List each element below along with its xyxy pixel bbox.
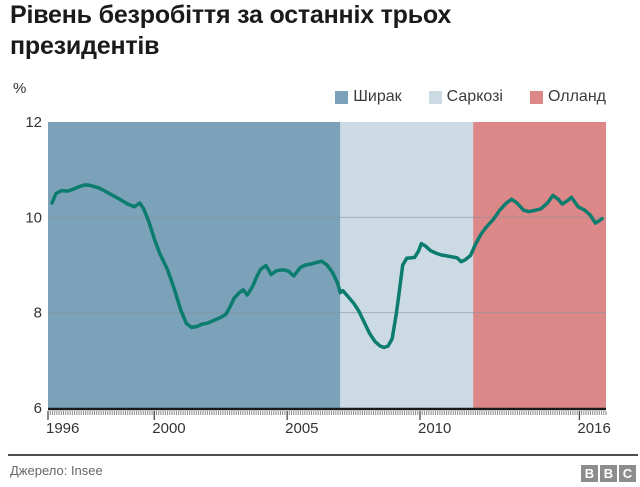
legend-swatch-sarkozy <box>428 90 442 104</box>
legend-label-sarkozy: Саркозі <box>446 88 503 105</box>
legend-item-chirac: Ширак <box>335 88 402 106</box>
y-tick-label: 8 <box>34 305 42 322</box>
unemployment-line <box>50 183 604 350</box>
legend-item-sarkozy: Саркозі <box>428 88 503 106</box>
legend: Ширак Саркозі Олланд <box>335 88 606 106</box>
bbc-logo-letter: B <box>581 465 598 482</box>
y-tick-label: 12 <box>25 114 42 131</box>
legend-label-chirac: Ширак <box>353 88 402 105</box>
legend-swatch-chirac <box>335 90 349 104</box>
x-tick-label: 2005 <box>285 420 318 437</box>
page-title: Рівень безробіття за останніх трьох през… <box>10 1 452 60</box>
x-tick-label: 2010 <box>418 420 451 437</box>
president-band-sarkozy <box>340 122 474 408</box>
y-tick-label: 10 <box>25 209 42 226</box>
legend-item-hollande: Олланд <box>529 88 606 106</box>
president-band-chirac <box>48 122 341 408</box>
footer-divider <box>8 454 638 456</box>
president-band-hollande <box>473 122 606 408</box>
y-axis-unit-label: % <box>13 80 27 97</box>
x-tick-label: 2000 <box>152 420 185 437</box>
y-tick-label: 6 <box>34 400 42 417</box>
x-tick-label: 1996 <box>46 420 79 437</box>
bbc-logo-letter: B <box>600 465 617 482</box>
bbc-logo-letter: C <box>619 465 636 482</box>
legend-swatch-hollande <box>529 90 543 104</box>
legend-label-hollande: Олланд <box>547 88 606 105</box>
bbc-logo: B B C <box>581 465 636 482</box>
x-tick-label: 2016 <box>577 420 610 437</box>
source-label: Джерело: Insee <box>10 463 103 478</box>
unemployment-line-chart: 1996 2000 2005 2010 2016 12 10 8 6 <box>25 114 610 437</box>
